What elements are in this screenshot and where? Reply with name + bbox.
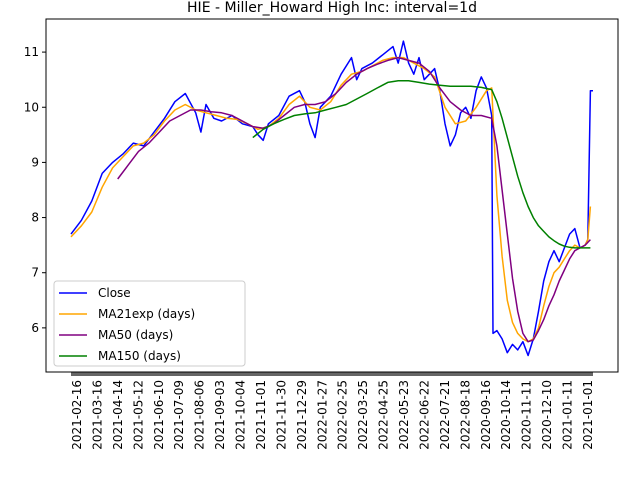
legend: Close MA21exp (days) MA50 (days) MA150 (day…: [53, 280, 246, 367]
legend-label: MA21exp (days): [98, 307, 195, 321]
x-tick-label: 2020-09-16: [479, 380, 493, 450]
y-tick-label: 9: [31, 155, 39, 169]
x-tick-label: 2020-12-10: [540, 380, 554, 450]
x-tick-label: 2022-07-21: [438, 380, 452, 450]
y-axis: 6 7 8 9 10 11: [24, 45, 46, 335]
series-line-ma50-days-: [117, 56, 591, 343]
x-tick-label: 2020-11-11: [520, 380, 534, 450]
x-tick-label: 2021-01-11: [561, 380, 575, 450]
x-tick-label: 2021-11-30: [274, 380, 288, 450]
x-tick-label: 2021-11-01: [254, 380, 268, 450]
x-tick-label: 2022-02-25: [336, 380, 350, 450]
x-tick-label: 2021-08-06: [193, 380, 207, 450]
x-tick-label: 2021-05-12: [131, 380, 145, 450]
x-tick-label: 2021-06-10: [152, 380, 166, 450]
x-tick-label: 2021-02-16: [70, 380, 84, 450]
x-tick-label: 2022-04-25: [377, 380, 391, 450]
legend-label: Close: [98, 286, 131, 300]
legend-label: MA150 (days): [98, 349, 181, 363]
series-line-ma21exp-days-: [70, 56, 592, 343]
y-tick-label: 11: [24, 45, 39, 59]
chart-title: HIE - Miller_Howard High Inc: interval=1…: [187, 0, 477, 16]
x-axis: 2021-02-16 2021-03-16 2021-04-14 2021-05-12…: [70, 372, 595, 450]
x-tick-label: 2020-10-14: [499, 380, 513, 450]
x-tick-label: 2022-08-18: [458, 380, 472, 450]
x-tick-label: 2021-10-04: [234, 380, 248, 450]
series-line-ma150-days-: [252, 80, 591, 249]
series-layer: [70, 40, 593, 357]
x-tick-label: 2022-01-27: [315, 380, 329, 450]
y-tick-label: 8: [31, 211, 39, 225]
y-tick-label: 10: [24, 100, 39, 114]
y-tick-label: 7: [31, 266, 39, 280]
legend-box: [53, 280, 246, 367]
x-tick-label: 2022-06-22: [417, 380, 431, 450]
x-tick-label: 2022-05-23: [397, 380, 411, 450]
x-tick-label: 2021-03-16: [90, 380, 104, 450]
y-tick-label: 6: [31, 321, 39, 335]
x-tick-label: 2021-07-09: [172, 380, 186, 450]
x-tick-label: 2022-03-25: [356, 380, 370, 450]
legend-label: MA50 (days): [98, 328, 173, 342]
x-tick-label: 2021-09-03: [213, 380, 227, 450]
x-tick-label: 2021-01-01: [581, 380, 595, 450]
x-tick-label: 2021-12-29: [295, 380, 309, 450]
x-tick-label: 2021-04-14: [111, 380, 125, 450]
